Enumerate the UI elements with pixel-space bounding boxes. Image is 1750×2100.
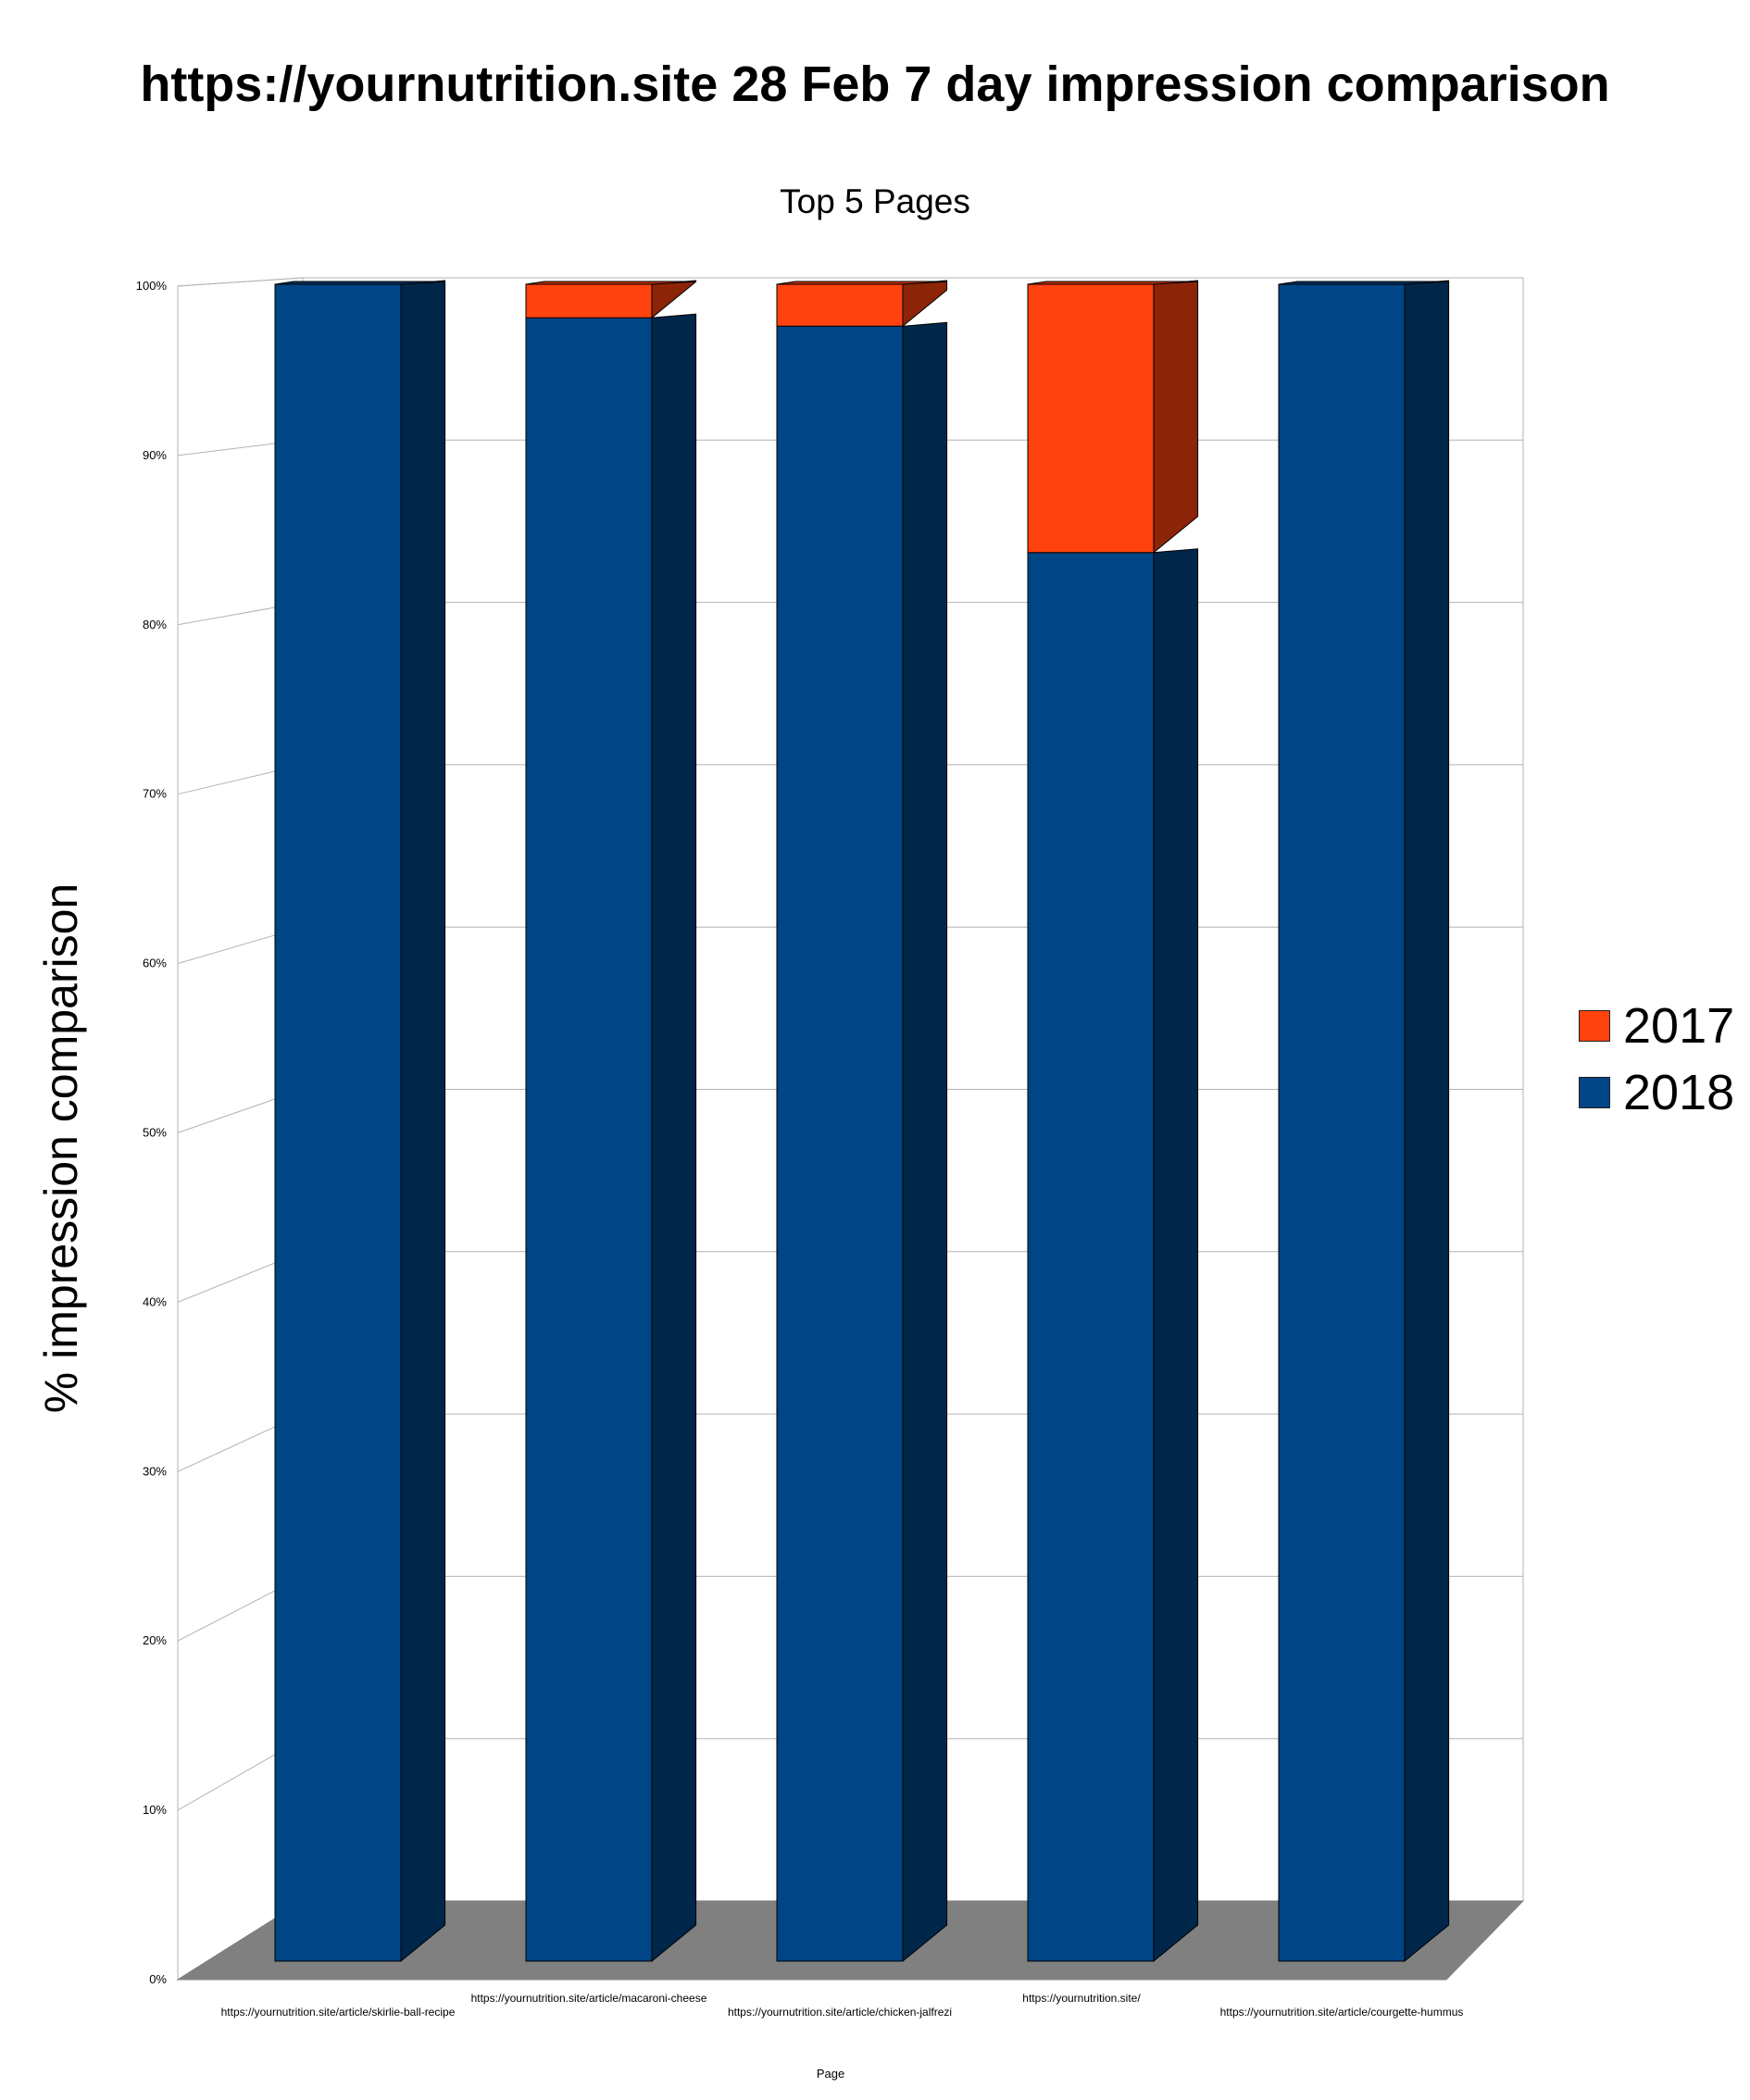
- x-axis-label: Page: [816, 2067, 845, 2081]
- y-tick-label: 80%: [143, 618, 167, 631]
- y-tick-label: 20%: [143, 1633, 167, 1647]
- bar-2017: [1027, 283, 1155, 554]
- legend-swatch-2018: [1579, 1077, 1610, 1108]
- y-tick-label: 30%: [143, 1464, 167, 1478]
- bar-side-2018: [902, 321, 948, 1963]
- legend: 2017 2018: [1579, 993, 1734, 1126]
- legend-item-2018: 2018: [1579, 1059, 1734, 1126]
- legend-label-2018: 2018: [1623, 1065, 1735, 1120]
- y-tick-label: 90%: [143, 448, 167, 462]
- bar-side-2018: [400, 280, 446, 1963]
- x-tick-label: https://yournutrition.site/article/courg…: [1220, 2006, 1464, 2019]
- x-tick-label: https://yournutrition.site/article/skirl…: [221, 2006, 456, 2019]
- x-tick-label: https://yournutrition.site/article/chick…: [728, 2006, 952, 2019]
- legend-label-2017: 2017: [1623, 998, 1735, 1054]
- bar-2018: [776, 325, 904, 1962]
- y-tick-label: 0%: [149, 1972, 167, 1986]
- bar-top: [525, 281, 696, 285]
- bar-2018: [274, 283, 402, 1962]
- bar-top: [1027, 281, 1198, 285]
- legend-item-2017: 2017: [1579, 993, 1734, 1059]
- y-tick-label: 60%: [143, 956, 167, 970]
- y-tick-label: 50%: [143, 1126, 167, 1140]
- y-tick-label: 40%: [143, 1294, 167, 1308]
- bar-2018: [1278, 283, 1406, 1962]
- chart-subtitle: Top 5 Pages: [780, 182, 970, 220]
- y-tick-label: 70%: [143, 787, 167, 801]
- x-tick-label: https://yournutrition.site/: [1022, 1992, 1141, 2005]
- y-tick-label: 100%: [136, 279, 168, 293]
- bar-top: [776, 281, 947, 285]
- bar-side-2018: [1153, 548, 1199, 1963]
- x-tick-label: https://yournutrition.site/article/macar…: [471, 1992, 707, 2005]
- legend-swatch-2017: [1579, 1010, 1610, 1042]
- bar-side-2017: [1153, 280, 1199, 554]
- chart-title: https://yournutrition.site 28 Feb 7 day …: [140, 56, 1610, 112]
- bar-top: [1278, 281, 1449, 285]
- bar-side-2018: [1404, 280, 1450, 1963]
- bar-side-2018: [651, 313, 697, 1963]
- y-tick-label: 10%: [143, 1803, 167, 1817]
- bar-2018: [1027, 552, 1155, 1962]
- bar-2018: [525, 317, 653, 1962]
- bar-2017: [776, 283, 904, 327]
- side-gridline: [177, 277, 304, 287]
- bar-top: [274, 281, 445, 285]
- bar-2017: [525, 283, 653, 319]
